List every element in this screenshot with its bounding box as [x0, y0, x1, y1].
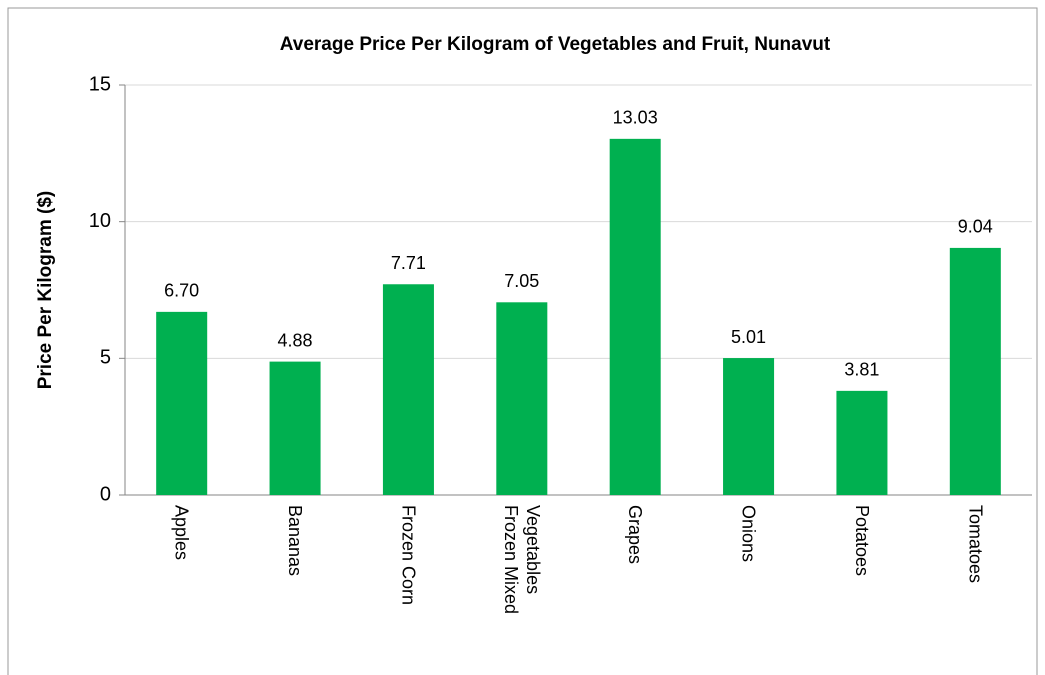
y-tick-label: 10	[89, 210, 111, 232]
x-tick-label: Apples	[171, 505, 192, 561]
x-tick-label: Onions	[738, 505, 759, 563]
y-tick-label: 5	[100, 347, 111, 369]
bar	[382, 284, 434, 495]
bar	[156, 311, 208, 495]
data-label: 9.04	[958, 217, 993, 237]
data-label: 3.81	[844, 360, 879, 380]
y-tick-label: 0	[100, 483, 111, 505]
bar	[496, 302, 548, 495]
data-label: 6.70	[164, 281, 199, 301]
bar	[723, 358, 775, 495]
bar	[949, 247, 1001, 495]
x-tick-label: Potatoes	[851, 505, 872, 577]
bar	[609, 138, 661, 495]
data-label: 13.03	[613, 108, 658, 128]
chart-title: Average Price Per Kilogram of Vegetables…	[280, 34, 831, 55]
bar	[269, 361, 321, 495]
y-tick-label: 15	[89, 73, 111, 95]
y-axis-label: Price Per Kilogram ($)	[35, 191, 56, 390]
x-tick-label: Frozen Corn	[398, 505, 419, 606]
data-label: 7.71	[391, 253, 426, 273]
data-label: 4.88	[278, 330, 313, 350]
x-tick-label: Tomatoes	[965, 505, 986, 584]
x-tick-label: Bananas	[285, 505, 306, 577]
data-label: 7.05	[504, 271, 539, 291]
data-label: 5.01	[731, 327, 766, 347]
bar	[836, 390, 888, 495]
x-tick-label: Frozen Mixed Vegetables	[500, 505, 543, 615]
x-tick-label: Grapes	[625, 505, 646, 565]
